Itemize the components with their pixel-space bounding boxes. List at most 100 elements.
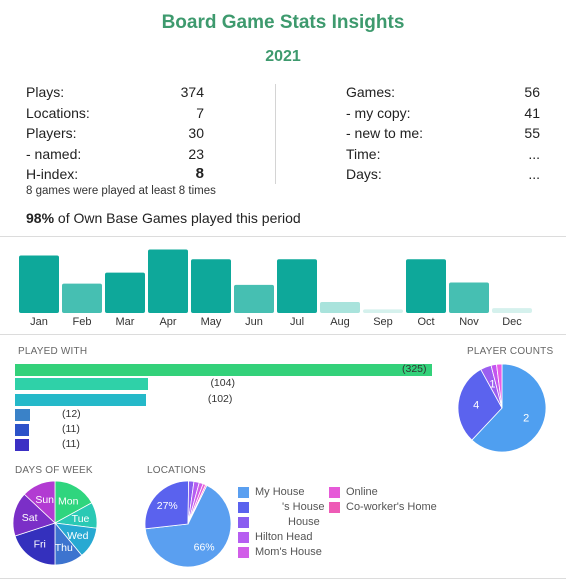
section-divider — [0, 578, 566, 579]
legend-swatch — [238, 547, 249, 558]
locations-slice-label: 27% — [157, 500, 178, 512]
month-bar — [277, 259, 317, 313]
days-slice-label: Mon — [58, 495, 79, 507]
legend-swatch — [238, 517, 249, 528]
stat-row-games: Games: 56 — [346, 82, 540, 103]
legend-label: Mom's House — [255, 546, 322, 558]
stat-label: Locations: — [26, 104, 90, 121]
month-label: Sep — [373, 316, 393, 328]
stat-value: 30 — [188, 125, 204, 142]
month-bar — [105, 272, 145, 313]
hindex-note: 8 games were played at least 8 times — [26, 185, 216, 197]
legend-swatch — [238, 502, 249, 513]
stat-label: Plays: — [26, 84, 65, 100]
legend-swatch — [238, 532, 249, 543]
player-counts-slice-label: 4 — [473, 400, 479, 412]
player-counts-slice — [471, 363, 547, 453]
stat-row-named: - named: 23 — [26, 144, 204, 165]
owned-played-summary: 98% of Own Base Games played this period — [26, 210, 301, 226]
played-with-bar — [15, 364, 432, 376]
stat-value: 23 — [188, 145, 204, 162]
month-label: Jul — [290, 316, 304, 328]
played-with-count: (102) — [207, 393, 233, 405]
stat-label: Time: — [346, 145, 381, 162]
days-slice-label: Tue — [72, 513, 90, 525]
month-bar — [406, 259, 446, 313]
locations-slice-label: 66% — [194, 542, 215, 554]
month-label: Jun — [245, 316, 263, 328]
days-slice-label: Wed — [67, 530, 89, 542]
player-counts-slice-label: 1 — [489, 379, 495, 391]
stat-label: - named: — [26, 145, 82, 162]
legend-label: Co-worker's Home — [346, 501, 437, 513]
stat-value: 56 — [524, 84, 540, 100]
stat-row-new-to-me: - new to me: 55 — [346, 123, 540, 144]
days-slice — [54, 480, 93, 524]
month-bar — [449, 282, 489, 313]
played-with-title: PLAYED WITH — [18, 346, 88, 357]
month-label: Mar — [116, 316, 135, 328]
stat-row-hindex: H-index: 8 — [26, 164, 204, 185]
legend-swatch — [329, 487, 340, 498]
month-label: Feb — [73, 316, 92, 328]
played-with-count: (325) — [402, 363, 427, 375]
days-slice-label: Thu — [55, 542, 73, 554]
stat-row-plays: Plays: 374 — [26, 82, 204, 103]
player-counts-slice — [496, 363, 503, 409]
days-slice-label: Fri — [34, 539, 46, 551]
played-with-count: (11) — [62, 423, 80, 435]
days-slice-label: Sat — [22, 512, 38, 524]
page-title: Board Game Stats Insights — [161, 12, 405, 33]
days-slice — [23, 480, 56, 524]
played-with-count: (12) — [62, 408, 81, 420]
month-bar — [320, 302, 360, 313]
played-with-bar — [15, 378, 149, 390]
played-with-bar — [15, 424, 30, 436]
days-slice — [12, 493, 56, 537]
days-of-week-title: DAYS OF WEEK — [15, 465, 93, 476]
played-with-count: (104) — [210, 377, 235, 389]
stat-row-locations: Locations: 7 — [26, 103, 204, 124]
month-label: Dec — [502, 316, 522, 328]
section-divider — [0, 236, 566, 237]
played-with-count: (11) — [62, 438, 80, 450]
month-bar — [148, 249, 188, 313]
month-bar — [62, 283, 102, 313]
played-with-bar — [15, 409, 31, 421]
player-counts-slice — [457, 368, 503, 441]
stat-label: Days: — [346, 166, 382, 183]
owned-played-percent: 98% — [26, 210, 55, 226]
legend-label: 's House — [282, 501, 325, 513]
locations-title: LOCATIONS — [147, 465, 206, 476]
stat-value: 374 — [180, 84, 204, 100]
stats-left-panel: Plays: 374 Locations: 7 Players: 30 - named… — [26, 82, 204, 185]
stat-label: Players: — [26, 125, 77, 142]
legend-swatch — [238, 487, 249, 498]
stat-value: 55 — [524, 125, 540, 142]
played-with-bar — [15, 439, 30, 451]
stat-row-players: Players: 30 — [26, 123, 204, 144]
stat-label: Games: — [346, 84, 396, 100]
locations-pie: 66% 27% — [144, 480, 232, 568]
locations-slice — [144, 484, 232, 568]
player-counts-pie: 2 41 — [457, 363, 547, 453]
year-label: 2021 — [265, 48, 301, 65]
month-bar — [363, 309, 403, 313]
month-label: Jan — [30, 316, 48, 328]
stats-divider — [275, 84, 276, 184]
played-with-bar — [15, 394, 146, 406]
locations-slice — [187, 484, 208, 525]
stat-row-time: Time:... — [346, 144, 540, 165]
stat-label: - new to me: — [346, 125, 424, 142]
legend-swatch — [329, 502, 340, 513]
stat-value: ... — [528, 145, 540, 162]
legend-label: Online — [346, 486, 378, 498]
stat-label: - my copy: — [346, 104, 411, 121]
stat-row-my-copy: - my copy: 41 — [346, 103, 540, 124]
stat-value: 41 — [524, 104, 540, 121]
month-bar — [234, 284, 274, 313]
month-bar — [19, 255, 59, 313]
player-counts-title: PLAYER COUNTS — [467, 346, 554, 357]
days-slice-label: Sun — [35, 494, 54, 506]
